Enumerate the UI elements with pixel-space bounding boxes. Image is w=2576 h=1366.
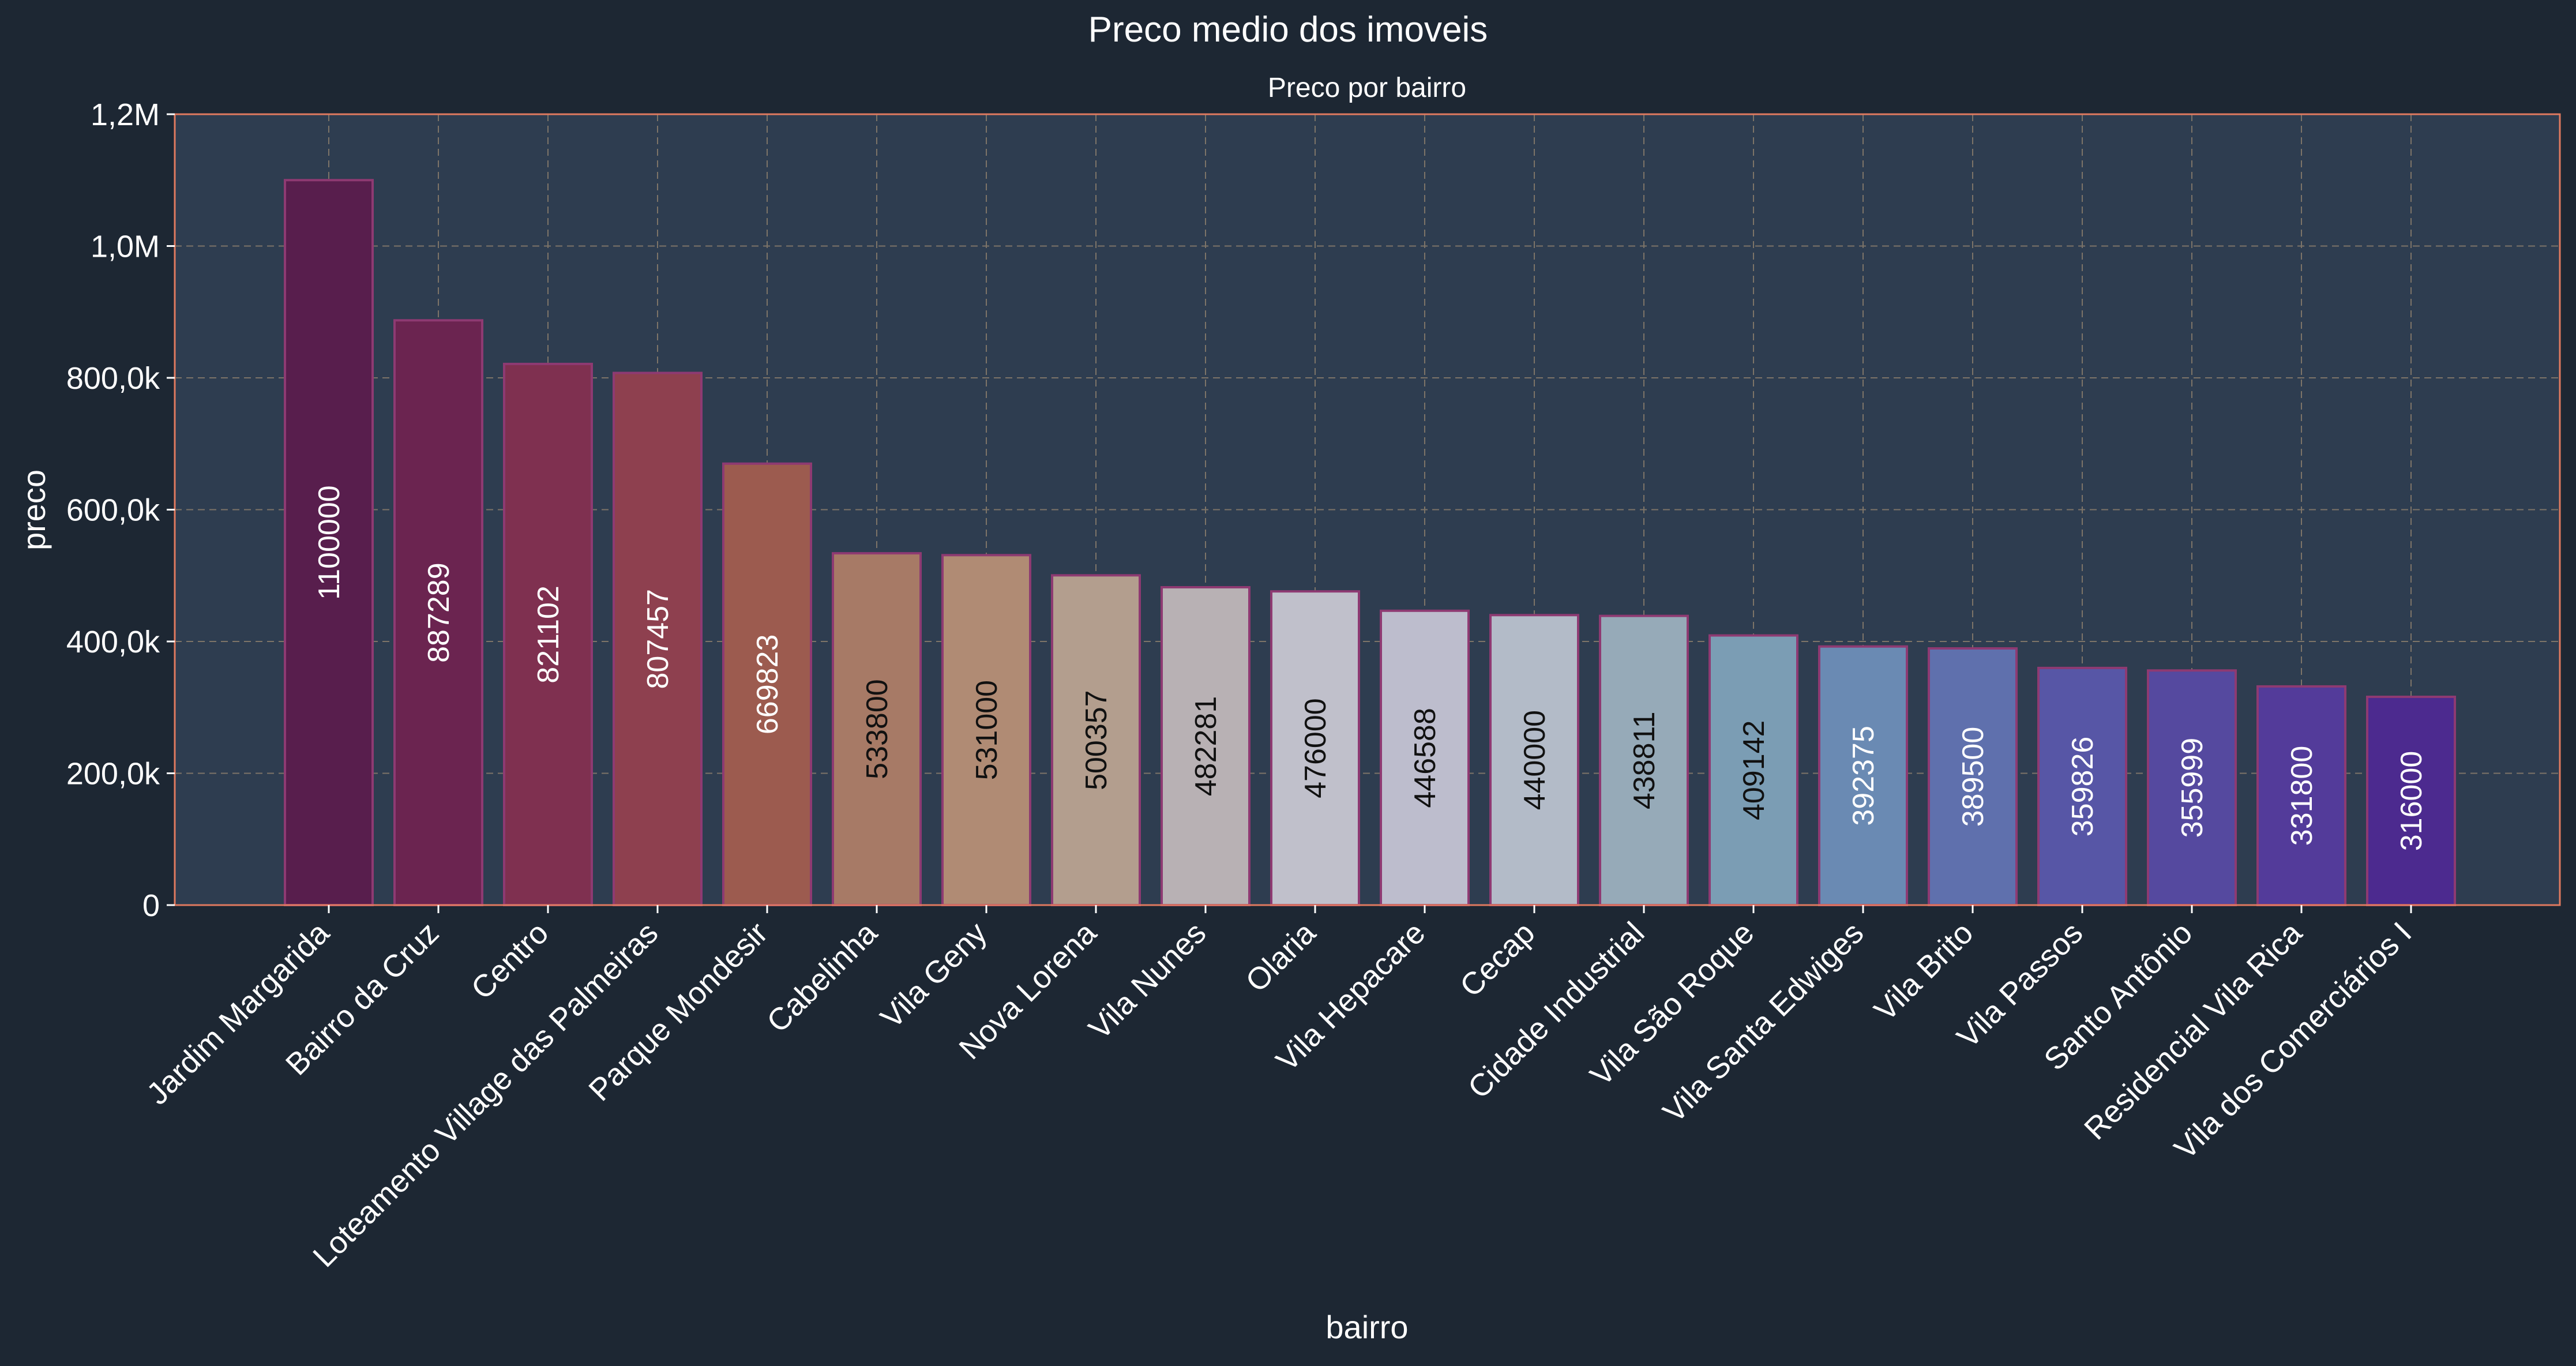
bar-value-label: 440000	[1518, 710, 1552, 810]
bar	[1161, 586, 1251, 906]
bar-value-label: 446588	[1409, 708, 1442, 808]
y-tick-label: 0	[142, 888, 160, 923]
bar-value-label: 482281	[1189, 696, 1223, 797]
bar-value-label: 500357	[1080, 690, 1113, 790]
x-tick-label: Centro	[464, 915, 555, 1006]
bar-value-label: 533800	[861, 679, 894, 779]
bar-value-label: 531000	[970, 680, 1004, 780]
bar-value-label: 476000	[1299, 698, 1332, 798]
bar-value-label: 807457	[641, 589, 675, 689]
y-tick-label: 600,0k	[66, 493, 160, 528]
bar	[2256, 685, 2346, 906]
bar	[832, 552, 922, 906]
bar	[1818, 645, 1908, 906]
bar-value-label: 669823	[751, 635, 784, 735]
bar-value-label: 438811	[1628, 711, 1661, 809]
bar	[1270, 590, 1360, 907]
x-tick-label: Jardim Margarida	[140, 915, 336, 1111]
bar	[2037, 666, 2127, 906]
bar	[1708, 634, 1798, 907]
bar	[1599, 614, 1689, 906]
bar	[613, 371, 703, 906]
figure-title: Preco medio dos imoveis	[1088, 10, 1488, 50]
chart-title: Preco por bairro	[1268, 73, 1466, 103]
bar	[722, 462, 812, 906]
bar-value-label: 1100000	[313, 485, 346, 600]
bar-value-label: 331800	[2285, 746, 2319, 846]
bar-value-label: 355999	[2176, 738, 2209, 838]
bar-value-label: 887289	[422, 562, 456, 663]
bar	[2366, 695, 2456, 906]
bar	[284, 179, 374, 906]
y-axis-label: preco	[16, 470, 52, 550]
x-tick-label: Vila Brito	[1868, 915, 1980, 1028]
bar	[941, 554, 1031, 906]
bar-value-label: 409142	[1737, 720, 1771, 821]
y-tick-label: 200,0k	[66, 757, 160, 791]
x-tick-label: Cabelinha	[760, 915, 884, 1039]
x-tick-label: Vila Nunes	[1082, 915, 1212, 1046]
y-tick-label: 1,2M	[91, 97, 160, 132]
bars: 1100000 887289 821102 807457 669823 533800 531…	[284, 179, 2456, 907]
x-tick-label: Vila Geny	[874, 915, 993, 1035]
x-tick-label: Vila Santa Edwiges	[1657, 915, 1871, 1129]
x-axis-label: bairro	[1325, 1309, 1408, 1345]
bar-value-label: 316000	[2395, 751, 2428, 851]
bar	[2147, 669, 2237, 906]
bar-value-label: 389500	[1957, 727, 1990, 827]
y-tick-label: 400,0k	[66, 625, 160, 659]
bar-value-label: 821102	[532, 586, 565, 684]
bar	[1380, 609, 1470, 906]
bar-value-label: 392375	[1847, 726, 1880, 826]
bar	[1489, 614, 1579, 907]
x-tick-label: Cecap	[1454, 915, 1542, 1004]
bar-value-label: 359826	[2066, 737, 2100, 837]
x-tick-label: Olaria	[1239, 915, 1323, 999]
y-tick-label: 800,0k	[66, 361, 160, 396]
y-axis: 0 200,0k 400,0k 600,0k 800,0k 1,0M 1,2M	[66, 97, 175, 923]
y-tick-label: 1,0M	[91, 230, 160, 264]
bar	[393, 319, 483, 906]
x-tick-label: Residencial Vila Rica	[2078, 915, 2309, 1146]
